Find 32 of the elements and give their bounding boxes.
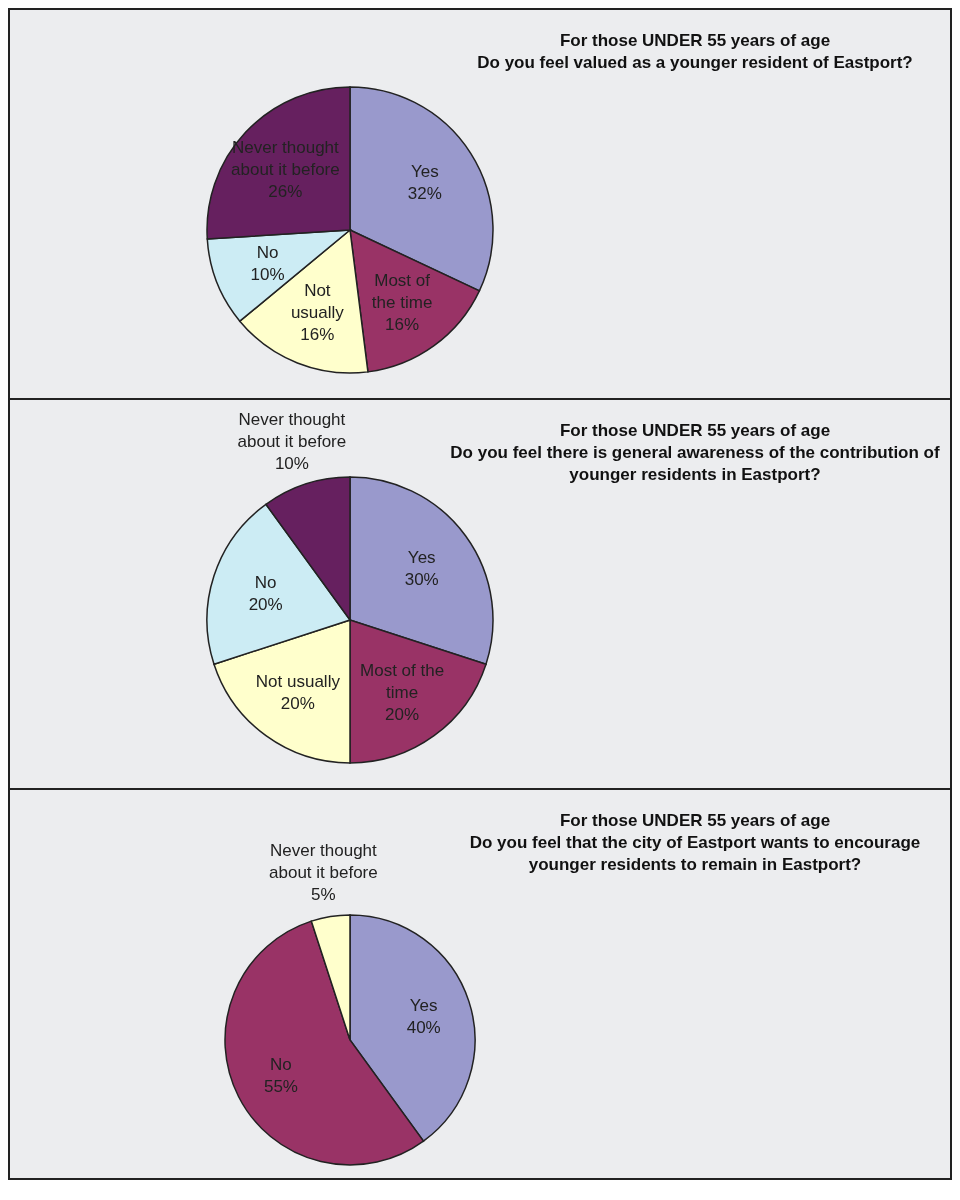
data-label: 32%: [407, 183, 442, 203]
slice-label: No: [256, 242, 279, 262]
data-label: 10%: [250, 264, 285, 284]
data-label: 20%: [280, 693, 315, 713]
text: For those UNDER 55 years of age: [558, 420, 832, 442]
text: Do you feel that the city of Eastport wants to encourage younger residents to remain in Eastport?: [468, 832, 922, 876]
slice-label: Most of the time: [371, 270, 433, 312]
slice-label: Never thought about it before: [269, 840, 378, 882]
slice-label: No: [270, 1054, 292, 1074]
text: For those UNDER 55 years of age: [558, 30, 832, 52]
text: For those UNDER 55 years of age: [558, 810, 832, 832]
data-label: 16%: [385, 314, 420, 334]
slice-label: Never thought about it before: [237, 409, 347, 451]
data-label: 55%: [263, 1076, 298, 1096]
text: Do you feel valued as a younger resident of Eastport?: [476, 52, 914, 74]
slice-label: Never thought about it before: [231, 137, 340, 179]
data-label: 20%: [248, 594, 283, 614]
data-label: 40%: [406, 1017, 441, 1037]
slice-label: Not usually: [290, 280, 345, 322]
data-label: 10%: [274, 453, 309, 473]
slice-label: Not usually: [255, 671, 341, 691]
slice-label: No: [254, 572, 277, 592]
slice-label: Yes: [407, 547, 436, 567]
data-label: 30%: [404, 569, 439, 589]
slice-label: Yes: [410, 161, 439, 181]
data-label: 16%: [300, 324, 335, 344]
text: Do you feel there is general awareness of the contribution of younger residents in Eastport?: [450, 442, 940, 486]
slice-label: Yes: [409, 995, 438, 1015]
slice-label: Most of the time: [360, 660, 445, 702]
data-label: 5%: [311, 884, 336, 904]
data-label: 26%: [268, 181, 303, 201]
data-label: 20%: [385, 704, 420, 724]
